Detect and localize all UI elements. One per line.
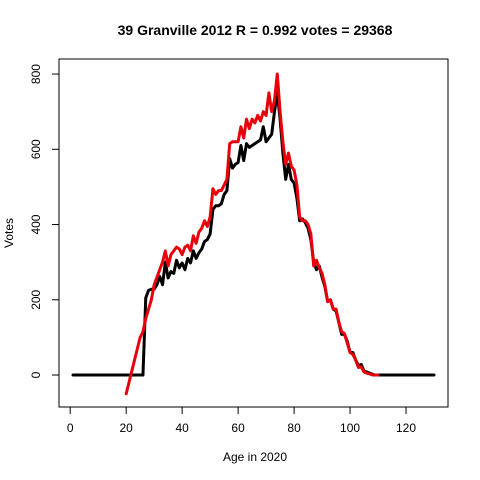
x-axis-label: Age in 2020 — [223, 450, 287, 464]
y-tick-label: 600 — [29, 139, 43, 159]
y-tick-label: 200 — [29, 289, 43, 309]
x-tick-label: 0 — [67, 421, 74, 435]
x-tick-label: 80 — [287, 421, 301, 435]
y-axis: 0 200 400 600 800 — [29, 64, 59, 378]
x-tick-label: 40 — [175, 421, 189, 435]
x-tick-label: 60 — [231, 421, 245, 435]
black-series-line — [71, 91, 436, 377]
x-tick-label: 20 — [119, 421, 133, 435]
x-tick-label: 120 — [396, 421, 416, 435]
y-tick-label: 0 — [29, 371, 43, 378]
series-group — [71, 72, 436, 396]
x-axis: 0 20 40 60 80 100 120 — [67, 407, 416, 435]
red-series-line — [124, 72, 380, 396]
chart-title: 39 Granville 2012 R = 0.992 votes = 2936… — [118, 22, 393, 38]
x-tick-label: 100 — [340, 421, 360, 435]
y-tick-label: 400 — [29, 214, 43, 234]
y-axis-label: Votes — [2, 218, 16, 248]
y-tick-label: 800 — [29, 64, 43, 84]
plot-frame — [58, 58, 449, 408]
